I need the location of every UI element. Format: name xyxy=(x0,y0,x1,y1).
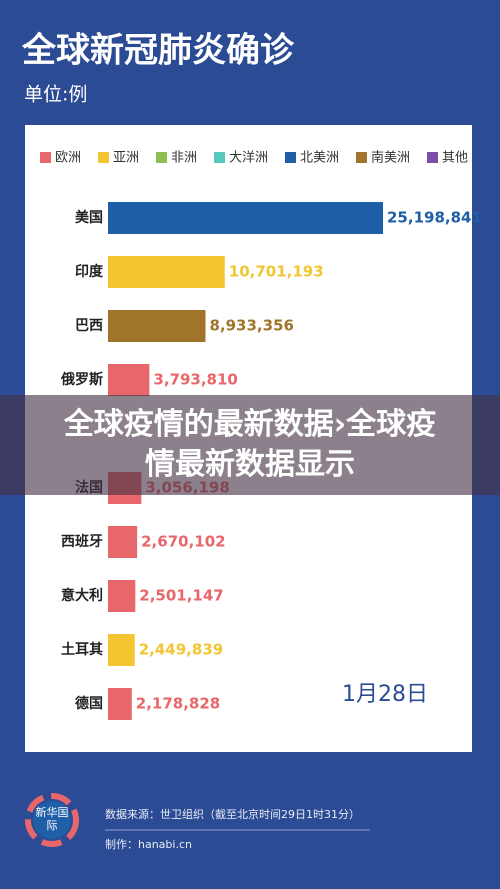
legend-swatch xyxy=(98,152,109,163)
value-label: 2,501,147 xyxy=(139,587,223,605)
overlay-banner: 全球疫情的最新数据›全球疫情最新数据显示 xyxy=(0,395,500,495)
legend-swatch xyxy=(214,152,225,163)
value-label: 25,198,841 xyxy=(387,209,482,227)
chart-subtitle: 单位:例 xyxy=(24,84,87,106)
bar xyxy=(108,256,225,288)
y-tick-label: 德国 xyxy=(75,695,103,712)
footer-maker: 制作：hanabi.cn xyxy=(105,838,192,851)
y-tick-label: 西班牙 xyxy=(61,533,103,550)
y-tick-label: 意大利 xyxy=(61,587,103,604)
bar xyxy=(108,310,206,342)
legend-label: 北美洲 xyxy=(300,151,339,166)
legend-swatch xyxy=(356,152,367,163)
y-tick-label: 土耳其 xyxy=(61,641,103,658)
legend-label: 其他 xyxy=(442,151,468,166)
bar xyxy=(108,688,132,720)
value-label: 2,670,102 xyxy=(141,533,225,551)
value-label: 10,701,193 xyxy=(229,263,324,281)
legend-label: 亚洲 xyxy=(113,151,139,166)
overlay-headline: 全球疫情的最新数据›全球疫情最新数据显示 xyxy=(63,407,437,482)
value-label: 2,178,828 xyxy=(136,695,220,713)
legend-swatch xyxy=(427,152,438,163)
bar xyxy=(108,634,135,666)
legend-label: 南美洲 xyxy=(371,150,410,166)
logo-ring xyxy=(25,793,79,847)
value-label: 2,449,839 xyxy=(139,641,223,659)
annotation: 1月28日 xyxy=(342,682,428,707)
value-label: 8,933,356 xyxy=(209,317,293,335)
legend-swatch xyxy=(156,152,167,163)
legend-label: 欧洲 xyxy=(55,151,81,166)
y-tick-label: 巴西 xyxy=(75,318,103,334)
logo-box: 新华国际 xyxy=(35,806,69,832)
legend-swatch xyxy=(285,152,296,163)
chart-title: 全球新冠肺炎确诊 xyxy=(21,31,295,71)
bar xyxy=(108,364,150,396)
legend-swatch xyxy=(40,152,51,163)
y-tick-label: 印度 xyxy=(75,263,104,280)
y-tick-label: 美国 xyxy=(75,209,103,226)
logo xyxy=(33,801,71,839)
bar xyxy=(108,526,138,558)
y-tick-label: 俄罗斯 xyxy=(60,371,103,388)
logo-text: 新华国际 xyxy=(35,806,69,832)
legend-label: 大洋洲 xyxy=(229,151,268,166)
footer-source: 数据来源：世卫组织（截至北京时间29日1时31分） xyxy=(105,807,360,821)
value-label: 3,793,810 xyxy=(153,371,237,389)
legend-label: 非洲 xyxy=(171,151,197,166)
bar xyxy=(108,580,136,612)
bar xyxy=(108,202,383,234)
